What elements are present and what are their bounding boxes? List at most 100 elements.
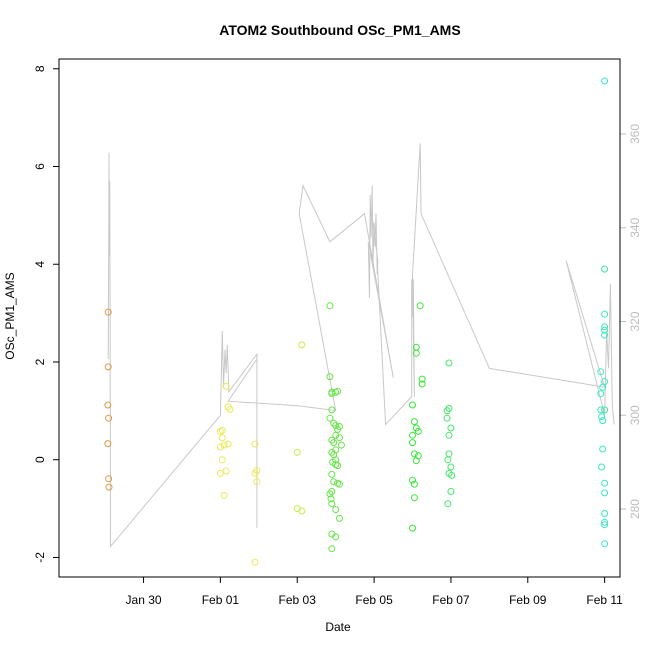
data-point-s7-11 xyxy=(599,445,607,453)
data-point-s4-11 xyxy=(410,450,418,458)
x-tick-label-2: Feb 03 xyxy=(279,593,317,607)
data-point-s0-0 xyxy=(104,308,112,316)
y2-tick-label-0: 280 xyxy=(628,499,642,519)
data-point-s3-8 xyxy=(332,422,340,429)
data-point-s1-17 xyxy=(251,558,259,566)
data-point-s3-31 xyxy=(328,545,336,553)
data-point-s1-7 xyxy=(224,440,232,448)
data-point-s6-1 xyxy=(601,323,609,331)
secondary-trace-layer xyxy=(107,143,615,548)
data-point-s2-0 xyxy=(293,448,301,456)
y-tick-label-2: 2 xyxy=(33,358,47,365)
data-point-s7-17 xyxy=(601,521,609,529)
data-point-s1-9 xyxy=(218,456,226,464)
data-point-s7-13 xyxy=(601,479,609,487)
x-tick-label-4: Feb 07 xyxy=(432,593,470,607)
data-point-s0-4 xyxy=(104,440,112,448)
y-tick-label-0: -2 xyxy=(33,552,47,563)
data-point-s3-32 xyxy=(334,387,342,395)
data-point-s4-8 xyxy=(414,427,422,435)
data-point-s3-21 xyxy=(330,478,338,486)
x-tick-label-6: Feb 11 xyxy=(586,593,623,607)
data-point-s5-6 xyxy=(445,450,453,458)
y2-tick-label-3: 340 xyxy=(628,217,642,237)
y2-tick-label-1: 300 xyxy=(628,405,642,425)
data-point-s1-12 xyxy=(220,491,228,499)
data-point-s4-3 xyxy=(409,401,416,409)
data-point-s0-3 xyxy=(105,414,113,422)
data-point-s1-11 xyxy=(222,467,230,475)
data-point-s3-20 xyxy=(328,470,336,478)
data-point-s3-19 xyxy=(334,462,342,470)
data-point-s5-5 xyxy=(445,431,453,439)
data-point-s5-10 xyxy=(448,471,456,479)
data-point-s4-16 xyxy=(410,494,418,502)
x-tick-label-5: Feb 09 xyxy=(509,593,547,607)
data-point-s3-5 xyxy=(328,406,336,414)
data-point-s5-2 xyxy=(443,407,451,415)
data-point-s3-27 xyxy=(332,506,340,514)
data-point-s1-4 xyxy=(226,405,234,413)
data-point-s7-7 xyxy=(597,390,605,398)
data-point-s1-10 xyxy=(216,469,224,477)
data-point-s1-8 xyxy=(216,443,224,451)
data-point-s1-1 xyxy=(218,426,226,434)
data-point-s5-4 xyxy=(447,424,455,432)
data-point-s3-24 xyxy=(326,490,334,498)
axes-layer: Jan 30 Feb 01 Feb 03 Feb 05 Feb 07 Feb 09 Feb … xyxy=(33,65,642,607)
data-point-s1-5 xyxy=(218,434,226,442)
data-point-s6-2 xyxy=(601,406,609,414)
points-layer xyxy=(104,77,609,566)
data-point-s0-2 xyxy=(104,401,112,409)
data-point-s4-17 xyxy=(409,524,416,532)
x-tick-label-3: Feb 05 xyxy=(355,593,393,607)
data-point-s4-13 xyxy=(414,452,422,460)
data-point-s3-10 xyxy=(332,431,340,439)
secondary-trace-line xyxy=(107,143,615,548)
data-point-s7-6 xyxy=(599,383,607,391)
data-point-s0-5 xyxy=(105,475,113,483)
data-point-s4-6 xyxy=(410,418,418,426)
y-tick-label-5: 8 xyxy=(33,65,47,72)
data-point-s4-7 xyxy=(412,424,420,432)
data-point-s7-12 xyxy=(598,463,606,471)
data-point-s5-8 xyxy=(447,463,455,471)
x-tick-label-0: Jan 30 xyxy=(126,593,162,607)
data-point-s6-0 xyxy=(601,265,609,273)
data-point-s3-30 xyxy=(332,533,340,541)
data-point-s1-2 xyxy=(222,382,230,390)
data-point-s3-1 xyxy=(326,373,334,381)
data-point-s5-11 xyxy=(447,488,455,495)
y2-tick-label-4: 360 xyxy=(628,124,642,144)
data-point-s3-6 xyxy=(326,414,334,422)
data-point-s4-4 xyxy=(418,375,426,383)
data-point-s1-15 xyxy=(251,469,259,477)
chart-title: ATOM2 Southbound OSc_PM1_AMS xyxy=(219,22,460,38)
data-point-s4-14 xyxy=(409,476,416,484)
x-axis-label: Date xyxy=(325,620,351,634)
data-point-s5-7 xyxy=(444,456,452,464)
data-point-s0-6 xyxy=(105,483,113,491)
data-point-s7-4 xyxy=(597,368,605,376)
data-point-s1-16 xyxy=(253,478,261,486)
data-point-s3-34 xyxy=(336,434,343,442)
data-point-s4-1 xyxy=(412,349,420,357)
data-point-s4-9 xyxy=(409,431,416,439)
y-tick-label-4: 6 xyxy=(33,163,47,170)
data-point-s3-35 xyxy=(337,441,345,449)
data-point-s2-3 xyxy=(298,507,306,515)
data-point-s7-1 xyxy=(601,310,609,318)
data-point-s5-12 xyxy=(444,500,452,508)
data-point-s3-4 xyxy=(328,390,336,398)
data-point-s1-13 xyxy=(251,440,259,448)
data-point-s0-1 xyxy=(104,363,112,371)
y-axis-label: OSc_PM1_AMS xyxy=(3,272,17,359)
data-point-s4-15 xyxy=(410,480,418,488)
y-tick-label-3: 4 xyxy=(33,261,47,268)
data-point-s3-12 xyxy=(330,439,338,447)
data-point-s7-2 xyxy=(601,326,609,334)
data-point-s7-3 xyxy=(601,331,609,339)
data-point-s7-14 xyxy=(601,489,609,497)
data-point-s7-9 xyxy=(598,413,606,421)
